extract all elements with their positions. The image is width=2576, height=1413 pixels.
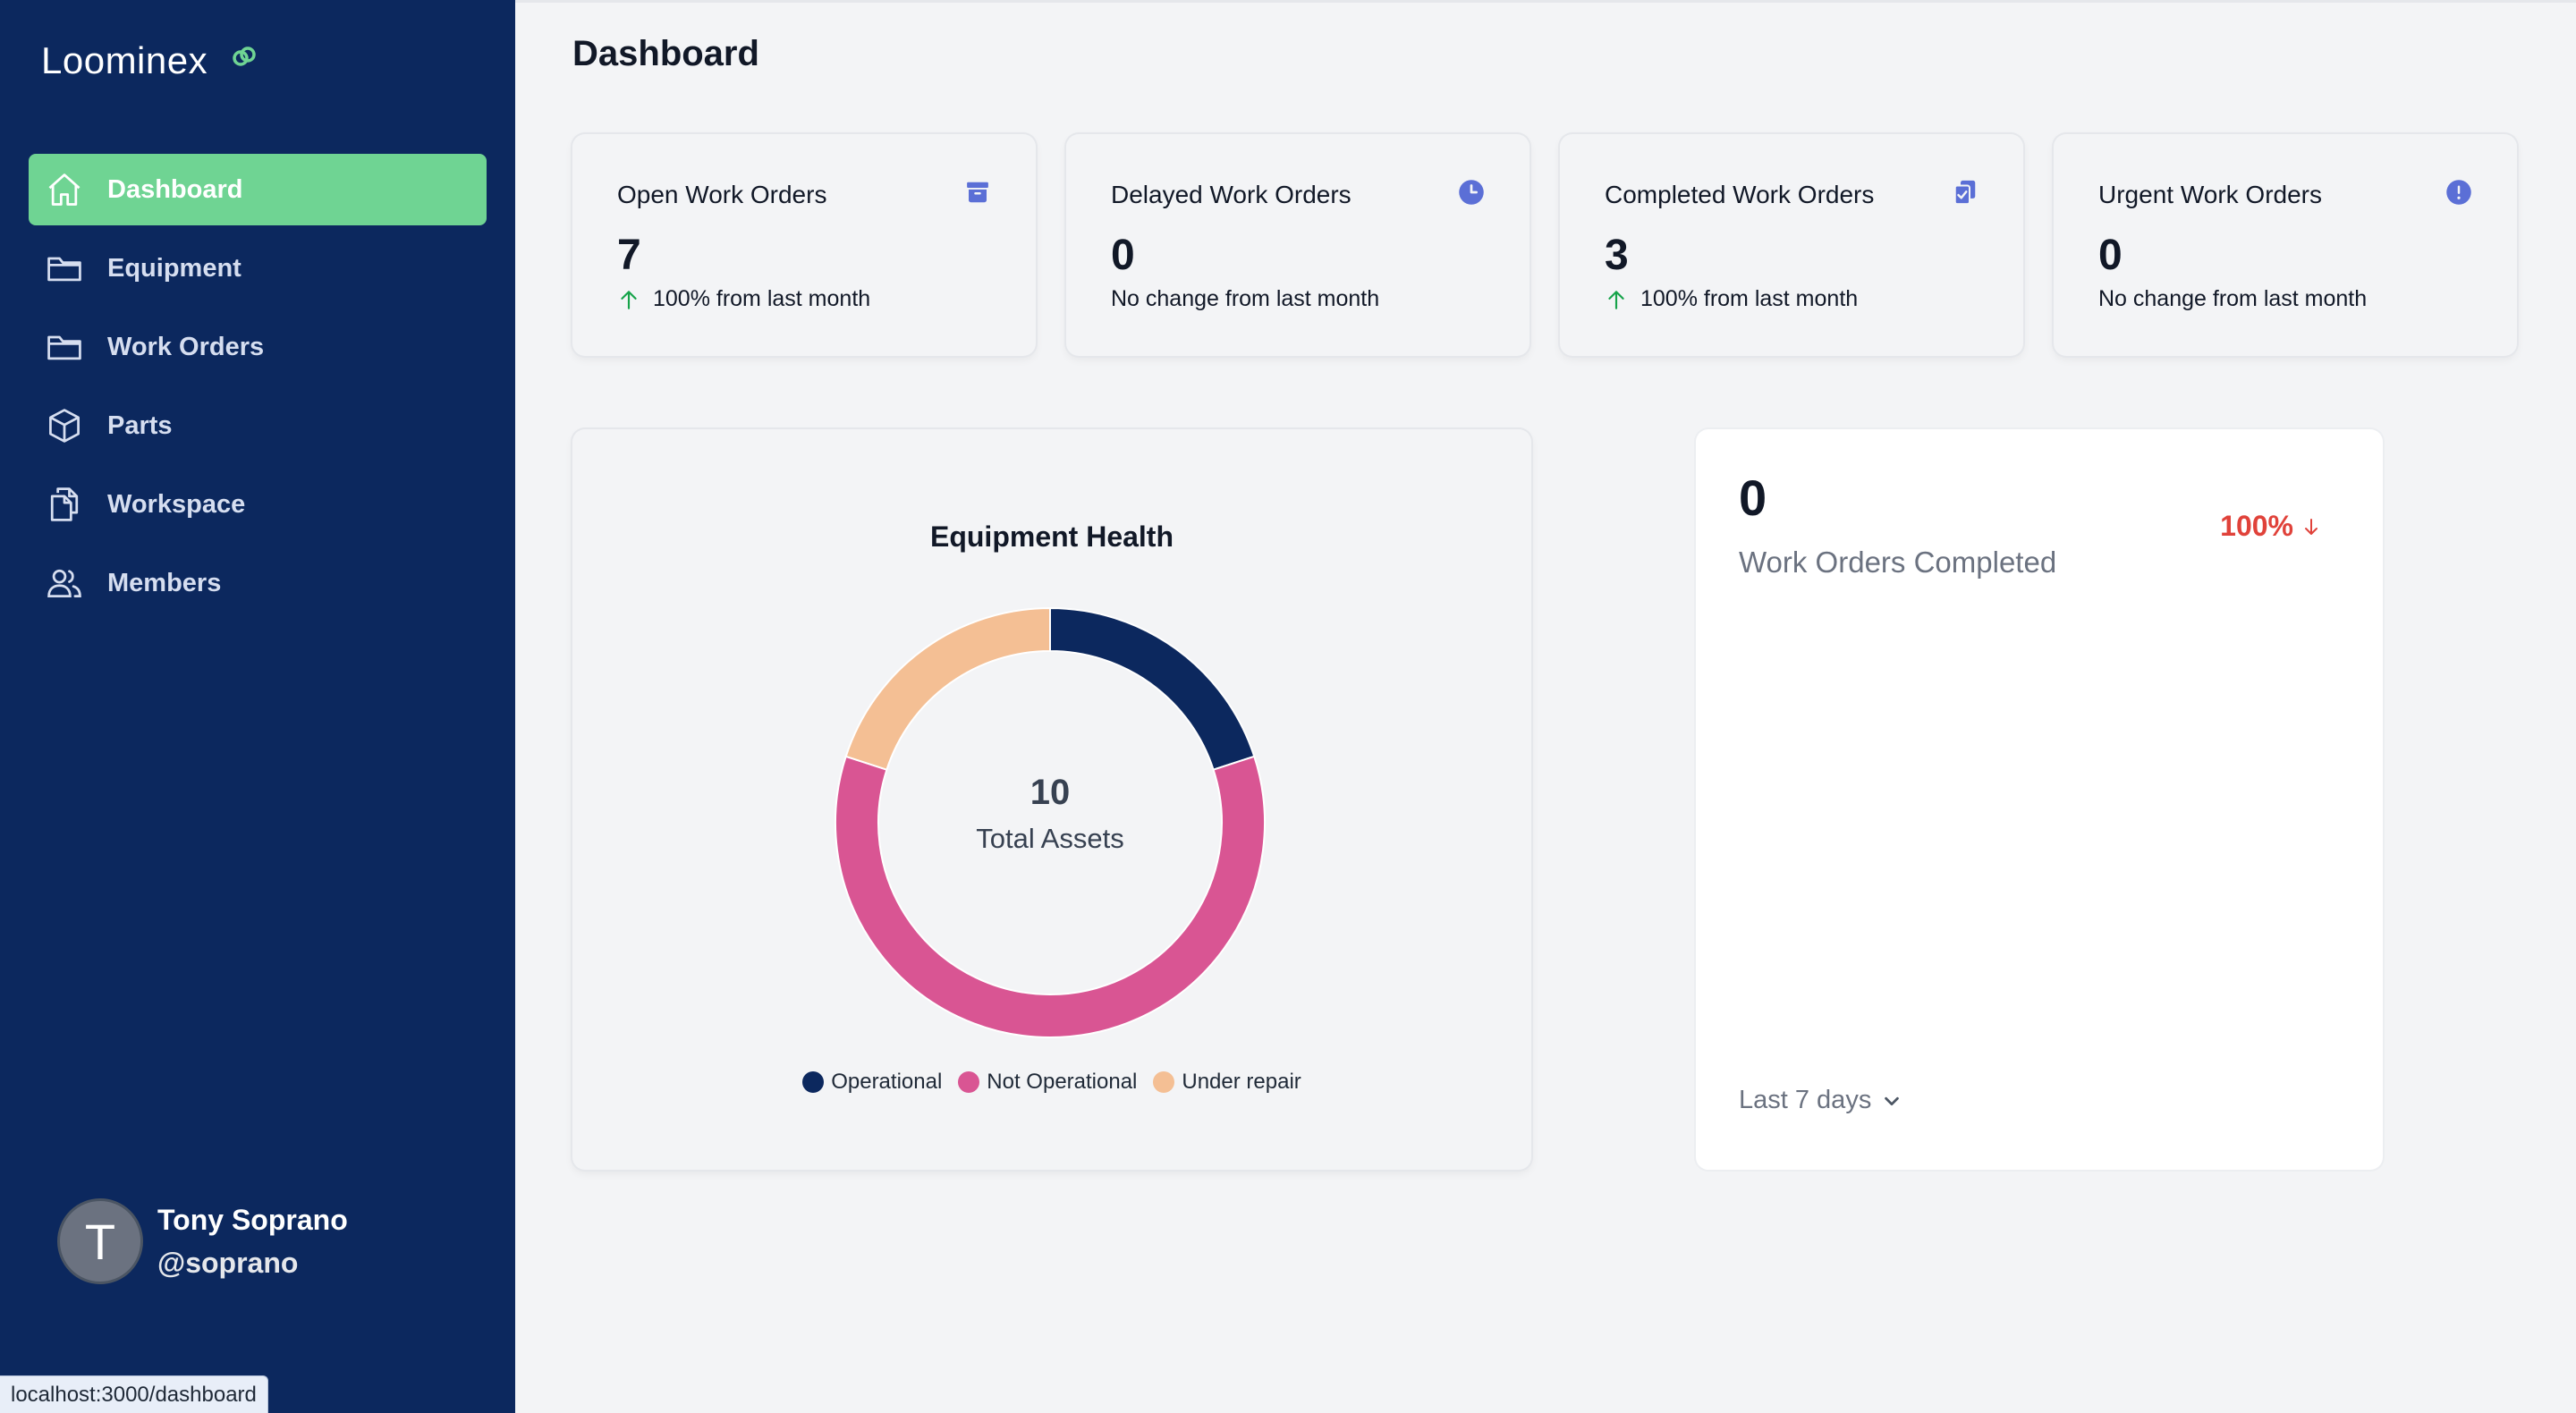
user-name: Tony Soprano <box>157 1204 348 1236</box>
status-bar-url: localhost:3000/dashboard <box>0 1375 268 1413</box>
sidebar: Loominex Dashboard Equipment Work Orders <box>0 0 515 1413</box>
equipment-health-donut <box>835 606 1266 1038</box>
stat-card-open: Open Work Orders 7 100% from last month <box>572 134 1036 356</box>
stat-value: 0 <box>1111 232 1135 279</box>
legend-label: Not Operational <box>987 1070 1138 1094</box>
sidebar-item-label: Workspace <box>107 490 246 519</box>
stat-value: 3 <box>1605 232 1629 279</box>
stat-card-urgent: Urgent Work Orders 0 No change from last… <box>2054 134 2517 356</box>
folder-icon <box>47 257 81 282</box>
documents-icon <box>50 487 79 521</box>
alert-icon <box>2446 180 2471 205</box>
total-assets-label: Total Assets <box>976 823 1124 854</box>
users-icon <box>47 569 81 598</box>
legend-item-not-operational[interactable]: Not Operational <box>958 1070 1137 1095</box>
stat-title: Urgent Work Orders <box>2098 181 2322 208</box>
folder-icon <box>47 335 81 360</box>
top-divider <box>515 0 2576 3</box>
clock-icon <box>1459 180 1484 205</box>
sidebar-item-label: Parts <box>107 411 173 440</box>
sidebar-item-label: Members <box>107 569 222 597</box>
archive-icon <box>967 182 988 203</box>
donut-slice-under-repair[interactable] <box>844 606 1051 771</box>
chart-legend: Operational Not Operational Under repair <box>572 1070 1531 1095</box>
arrow-down-icon <box>2305 518 2318 535</box>
trend-badge: 100% <box>2220 510 2320 543</box>
date-range-dropdown[interactable]: Last 7 days <box>1739 1086 1902 1115</box>
legend-swatch <box>802 1071 825 1093</box>
legend-item-operational[interactable]: Operational <box>802 1070 942 1095</box>
work-orders-completed-value: 0 <box>1739 470 1767 526</box>
stat-change: No change from last month <box>2098 286 2367 312</box>
work-orders-completed-card: 0 Work Orders Completed 100% Last 7 days <box>1696 429 2383 1170</box>
sidebar-item-work-orders[interactable]: Work Orders <box>29 311 487 383</box>
stat-change-text: 100% from last month <box>653 286 871 311</box>
arrow-up-icon <box>1608 290 1624 309</box>
user-handle: @soprano <box>157 1247 299 1279</box>
stat-card-delayed: Delayed Work Orders 0 No change from las… <box>1066 134 1530 356</box>
sidebar-item-workspace[interactable]: Workspace <box>29 469 487 540</box>
sidebar-item-equipment[interactable]: Equipment <box>29 233 487 304</box>
donut-slice-not-operational[interactable] <box>835 755 1266 1038</box>
trend-value: 100% <box>2220 510 2293 542</box>
app-logo[interactable]: Loominex <box>41 39 208 81</box>
sidebar-item-members[interactable]: Members <box>29 547 487 619</box>
sidebar-item-label: Dashboard <box>107 175 243 204</box>
equipment-health-card: Equipment Health 10 Total Assets Operati… <box>572 429 1531 1170</box>
user-profile[interactable]: T Tony Soprano @soprano <box>57 1198 487 1284</box>
stat-title: Completed Work Orders <box>1605 181 1875 208</box>
date-range-label: Last 7 days <box>1739 1086 1872 1114</box>
stat-change-text: 100% from last month <box>1640 286 1859 311</box>
legend-swatch <box>958 1071 980 1093</box>
stat-change: 100% from last month <box>1605 286 1858 312</box>
stat-change-text: No change from last month <box>2098 286 2368 311</box>
stat-title: Delayed Work Orders <box>1111 181 1352 208</box>
cube-icon <box>49 409 80 443</box>
work-orders-completed-label: Work Orders Completed <box>1739 546 2057 579</box>
clipboard-check-icon <box>1953 180 1976 206</box>
stat-change: 100% from last month <box>617 286 870 312</box>
sidebar-item-label: Work Orders <box>107 333 265 361</box>
legend-item-under-repair[interactable]: Under repair <box>1153 1070 1301 1095</box>
page-title: Dashboard <box>572 34 759 73</box>
stat-change: No change from last month <box>1111 286 1379 312</box>
stat-title: Open Work Orders <box>617 181 827 208</box>
donut-slice-operational[interactable] <box>1049 606 1256 771</box>
chart-title: Equipment Health <box>929 520 1174 553</box>
legend-label: Operational <box>831 1070 943 1094</box>
link-logo-icon <box>233 47 256 66</box>
stat-change-text: No change from last month <box>1111 286 1380 311</box>
sidebar-nav: Dashboard Equipment Work Orders Parts Wo… <box>29 154 487 626</box>
sidebar-item-label: Equipment <box>107 254 242 283</box>
chevron-down-icon <box>1885 1096 1900 1105</box>
avatar[interactable]: T <box>57 1198 143 1284</box>
arrow-up-icon <box>621 290 637 309</box>
legend-label: Under repair <box>1182 1070 1301 1094</box>
stat-value: 0 <box>2098 232 2123 279</box>
legend-swatch <box>1153 1071 1175 1093</box>
stat-value: 7 <box>617 232 641 279</box>
stat-card-completed: Completed Work Orders 3 100% from last m… <box>1560 134 2023 356</box>
sidebar-item-parts[interactable]: Parts <box>29 390 487 461</box>
home-icon <box>48 173 80 206</box>
total-assets-value: 10 <box>1030 773 1071 812</box>
sidebar-item-dashboard[interactable]: Dashboard <box>29 154 487 225</box>
